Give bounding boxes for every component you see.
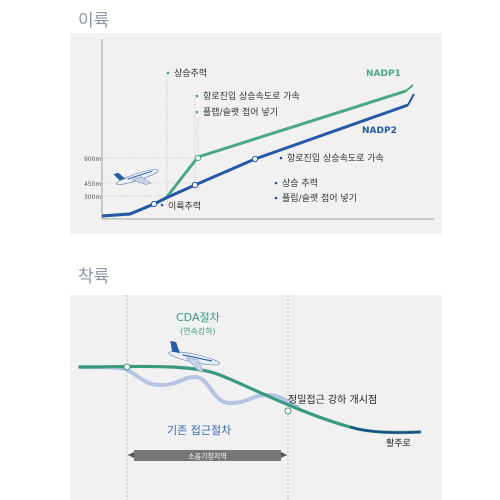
takeoff-thrust-dot <box>160 203 164 207</box>
label-climb-thrust: 상승추력 <box>174 67 207 79</box>
label-takeoff-thrust: 이륙추력 <box>168 200 201 212</box>
label-nadp1: NADP1 <box>366 69 401 79</box>
runway-segment <box>349 426 421 434</box>
label-cda-sub: (연속강하) <box>180 326 216 336</box>
label-flap-retract-2: 플립/슬랫 접어 넣기 <box>282 192 357 204</box>
takeoff-airplane-icon <box>113 169 159 185</box>
takeoff-diagram: 900m 450m 300m <box>84 39 434 220</box>
label-conventional: 기존 접근절차 <box>167 424 231 437</box>
label-route-entry-2: 항로진입 상승속도로 가속 <box>287 152 384 164</box>
label-route-entry: 항로진입 상승속도로 가속 <box>203 90 300 102</box>
noise-zone-arrow-left-icon <box>128 452 134 458</box>
landing-title: 착륙 <box>78 267 110 287</box>
label-cda: CDA절차 <box>176 311 220 324</box>
precision-approach-marker <box>284 407 292 415</box>
altitude-900m: 900m <box>84 156 101 163</box>
nadp2-route-marker <box>251 155 259 163</box>
takeoff-thrust-marker <box>150 200 158 208</box>
label-noise-zone: 소음기청지역 <box>188 452 227 461</box>
cda-start-marker <box>123 363 131 371</box>
nadp1-marker <box>194 154 202 162</box>
conventional-approach-path <box>78 365 300 409</box>
label-climb-thrust-2: 상승 추력 <box>282 177 318 189</box>
altitude-450m: 450m <box>84 181 101 188</box>
route-entry-2-dot <box>279 156 283 160</box>
flap-retract-2-dot <box>274 196 278 200</box>
label-precision-approach: 정밀접근 강하 개시점 <box>288 393 377 406</box>
label-flap-retract: 플랩/슬랫 접어 넣기 <box>203 106 278 118</box>
takeoff-panel: 900m 450m 300m <box>70 33 442 234</box>
landing-diagram: CDA절차 (연속강하) 정밀접근 강하 개시점 기존 접근절차 활주로 소음기… <box>78 295 422 500</box>
label-runway: 활주로 <box>386 437 411 449</box>
nadp1-tip <box>405 84 414 92</box>
nadp2-climb-marker <box>191 181 199 189</box>
landing-airplane-icon <box>168 340 220 372</box>
altitude-300m: 300m <box>84 194 101 201</box>
label-nadp2: NADP2 <box>362 126 397 136</box>
flap-retract-dot <box>195 110 199 114</box>
nadp2-tip <box>407 93 415 106</box>
takeoff-title: 이륙 <box>78 11 110 31</box>
climb-thrust-dot <box>166 71 170 75</box>
route-entry-dot <box>195 94 199 98</box>
noise-zone-bar <box>134 450 281 461</box>
climb-thrust-2-dot <box>274 181 278 185</box>
noise-zone-arrow-right-icon <box>281 452 287 458</box>
landing-panel: CDA절차 (연속강하) 정밀접근 강하 개시점 기존 접근절차 활주로 소음기… <box>70 295 442 500</box>
